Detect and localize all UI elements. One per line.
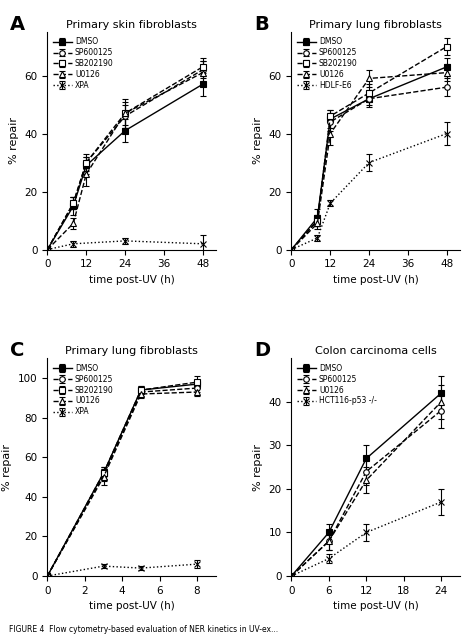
Text: A: A [10, 15, 26, 33]
Y-axis label: % repair: % repair [253, 117, 263, 164]
Legend: DMSO, SP600125, SB202190, U0126, XPA: DMSO, SP600125, SB202190, U0126, XPA [50, 361, 117, 419]
Legend: DMSO, SP600125, SB202190, U0126, XPA: DMSO, SP600125, SB202190, U0126, XPA [50, 35, 117, 93]
X-axis label: time post-UV (h): time post-UV (h) [89, 601, 174, 611]
Text: FIGURE 4  Flow cytometry-based evaluation of NER kinetics in UV-ex...: FIGURE 4 Flow cytometry-based evaluation… [9, 625, 279, 634]
Text: B: B [255, 15, 269, 33]
X-axis label: time post-UV (h): time post-UV (h) [333, 601, 419, 611]
Title: Primary lung fibroblasts: Primary lung fibroblasts [309, 20, 442, 30]
X-axis label: time post-UV (h): time post-UV (h) [89, 275, 174, 285]
Text: C: C [10, 341, 25, 360]
Y-axis label: % repair: % repair [9, 117, 19, 164]
X-axis label: time post-UV (h): time post-UV (h) [333, 275, 419, 285]
Title: Primary lung fibroblasts: Primary lung fibroblasts [65, 346, 198, 356]
Legend: DMSO, SP600125, SB202190, U0126, HDLF-E6: DMSO, SP600125, SB202190, U0126, HDLF-E6 [294, 35, 361, 93]
Title: Colon carcinoma cells: Colon carcinoma cells [315, 346, 437, 356]
Y-axis label: % repair: % repair [2, 444, 12, 491]
Y-axis label: % repair: % repair [253, 444, 263, 491]
Legend: DMSO, SP600125, U0126, HCT116-p53 -/-: DMSO, SP600125, U0126, HCT116-p53 -/- [294, 361, 380, 408]
Text: D: D [255, 341, 271, 360]
Title: Primary skin fibroblasts: Primary skin fibroblasts [66, 20, 197, 30]
